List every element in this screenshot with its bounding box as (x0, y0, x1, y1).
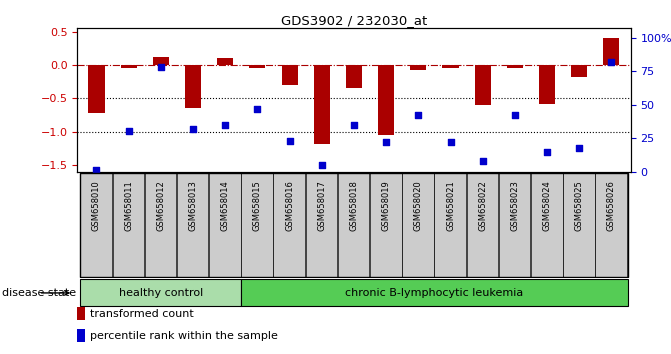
Bar (410, 65, 426, 70)
Bar (434, 173, 466, 277)
Text: transformed count: transformed count (91, 309, 194, 319)
Text: healthy control: healthy control (119, 288, 203, 298)
Text: GSM658013: GSM658013 (189, 180, 197, 231)
Text: GSM658016: GSM658016 (285, 180, 294, 231)
Point (541, 149, 552, 154)
Point (156, 64, 166, 70)
Point (574, 145, 584, 150)
Bar (595, 173, 627, 277)
Point (188, 126, 199, 132)
Bar (209, 173, 241, 277)
Bar (113, 173, 144, 277)
Title: GDS3902 / 232030_at: GDS3902 / 232030_at (281, 14, 427, 27)
Text: GSM658018: GSM658018 (350, 180, 358, 231)
Bar (185, 65, 201, 108)
Text: disease state: disease state (1, 288, 76, 298)
Text: GSM658021: GSM658021 (446, 180, 455, 231)
Point (220, 122, 231, 128)
Text: chronic B-lymphocytic leukemia: chronic B-lymphocytic leukemia (346, 288, 523, 298)
Bar (563, 173, 595, 277)
Bar (499, 173, 530, 277)
Bar (571, 65, 587, 77)
Text: GSM658015: GSM658015 (253, 180, 262, 231)
Text: GSM658014: GSM658014 (221, 180, 229, 231)
Bar (81, 173, 112, 277)
Bar (338, 173, 370, 277)
Bar (378, 65, 394, 135)
Bar (153, 57, 169, 65)
Bar (89, 65, 105, 113)
Bar (274, 173, 305, 277)
Text: GSM658025: GSM658025 (575, 180, 584, 231)
Bar (370, 173, 401, 277)
Text: GSM658024: GSM658024 (543, 180, 552, 231)
Bar (466, 173, 498, 277)
Bar (242, 279, 627, 307)
Point (285, 138, 295, 144)
Bar (346, 65, 362, 88)
Point (445, 139, 456, 145)
Text: GSM658020: GSM658020 (414, 180, 423, 231)
Point (380, 139, 391, 145)
Bar (217, 58, 234, 65)
Bar (77, 330, 85, 342)
Bar (282, 65, 298, 85)
Bar (121, 65, 137, 68)
Bar (507, 65, 523, 68)
Bar (250, 65, 266, 68)
Bar (402, 173, 433, 277)
Bar (603, 38, 619, 65)
Point (477, 158, 488, 164)
Text: GSM658022: GSM658022 (478, 180, 487, 231)
Text: GSM658012: GSM658012 (156, 180, 165, 231)
Bar (531, 173, 562, 277)
Point (317, 162, 327, 168)
Bar (314, 65, 330, 144)
Bar (177, 173, 209, 277)
Point (91, 167, 102, 173)
Text: percentile rank within the sample: percentile rank within the sample (91, 331, 278, 341)
Text: GSM658010: GSM658010 (92, 180, 101, 231)
Point (509, 113, 520, 118)
Point (252, 106, 263, 112)
Bar (442, 65, 458, 68)
Bar (242, 173, 273, 277)
Text: GSM658019: GSM658019 (382, 180, 391, 231)
Text: GSM658011: GSM658011 (124, 180, 133, 231)
Bar (539, 65, 555, 104)
Text: GSM658023: GSM658023 (511, 180, 519, 231)
Point (606, 59, 617, 65)
Bar (81, 279, 242, 307)
Point (123, 129, 134, 134)
Text: GSM658026: GSM658026 (607, 180, 616, 231)
Bar (77, 307, 85, 320)
Text: GSM658017: GSM658017 (317, 180, 326, 231)
Point (413, 113, 423, 118)
Bar (474, 65, 491, 105)
Point (349, 122, 360, 128)
Bar (145, 173, 176, 277)
Bar (306, 173, 338, 277)
